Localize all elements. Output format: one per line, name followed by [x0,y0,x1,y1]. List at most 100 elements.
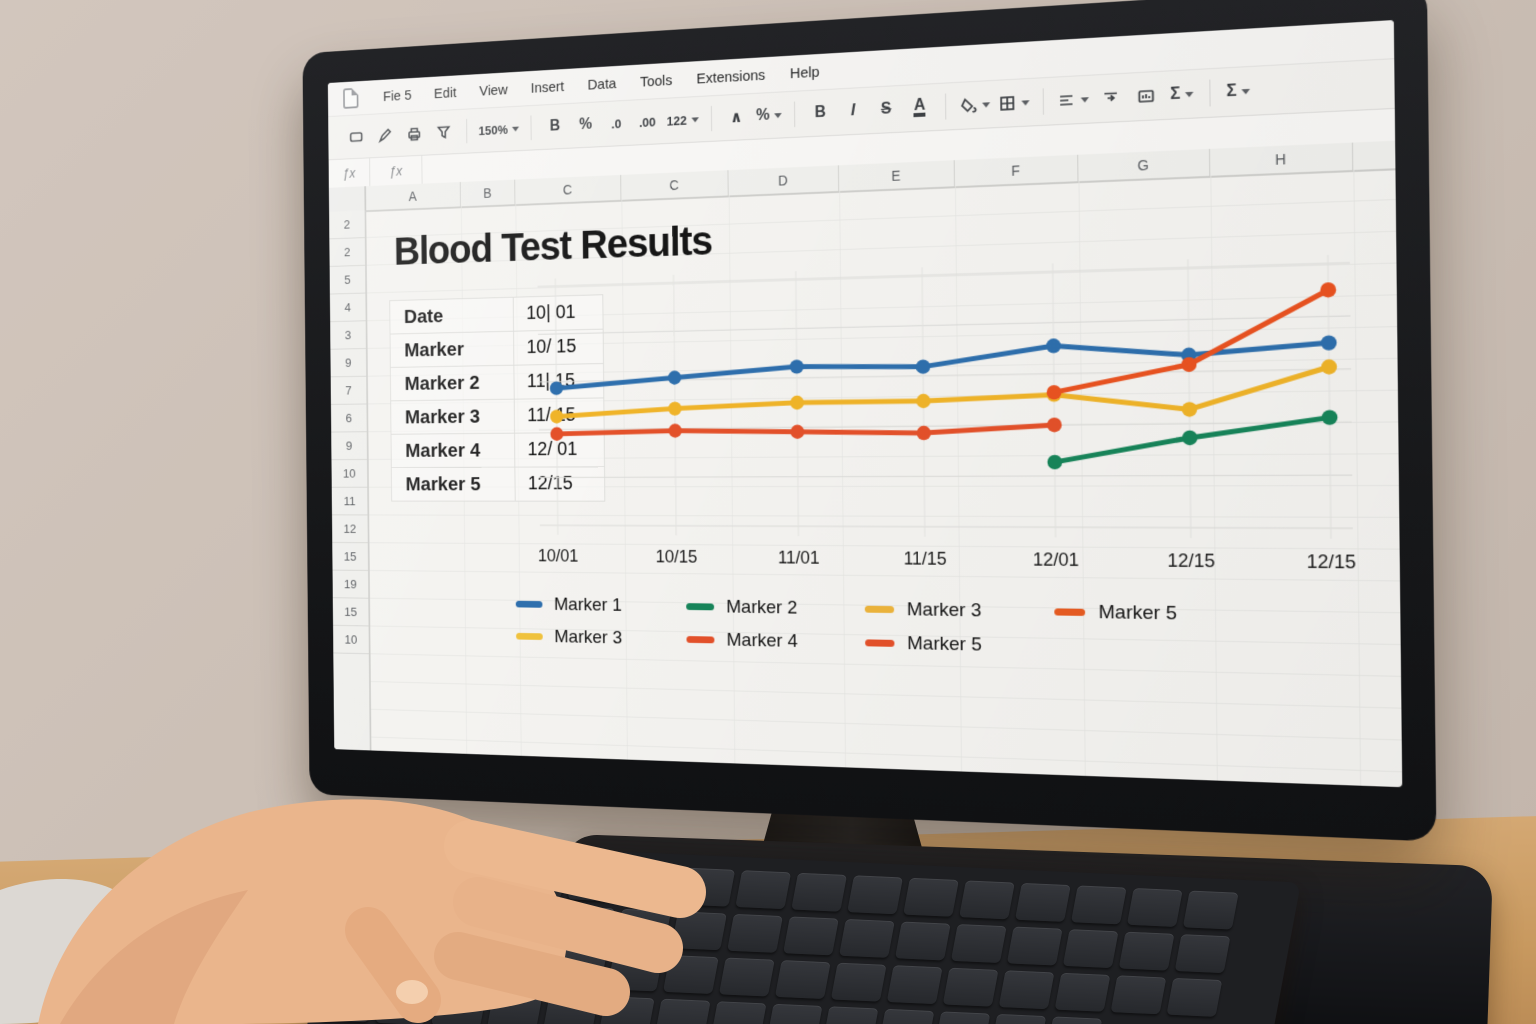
chevron-down-icon [691,117,698,122]
row-label-cell[interactable]: Date [390,297,514,334]
screen: Fie 5 Edit View Insert Data Tools Extens… [328,20,1402,787]
select-all-corner[interactable] [329,186,366,212]
legend-label: Marker 3 [554,626,622,648]
align-button[interactable] [1053,84,1093,117]
row-header[interactable]: 10 [331,460,367,488]
functions-button[interactable]: Σ [1164,78,1200,111]
pen-icon[interactable] [371,121,400,150]
legend-chip [686,636,714,643]
bold-button[interactable]: B [540,112,571,142]
embedded-chart[interactable]: 10/01 10/15 11/01 11/15 12/01 12/15 12/1… [537,252,1365,695]
x-tick-label: 10/01 [538,546,579,566]
legend-item: Marker 5 [1054,596,1264,631]
insert-chart-button[interactable] [1128,80,1164,113]
legend-chip [1054,608,1085,616]
menu-tools[interactable]: Tools [630,66,683,95]
chevron-down-icon [512,126,519,131]
row-label-cell[interactable]: Marker [390,331,514,367]
row-header[interactable]: 5 [330,266,366,295]
keyboard-key [959,880,1015,919]
decrease-decimal-button[interactable]: .0 [601,108,632,138]
row-header[interactable]: 2 [329,210,365,239]
toolbar-separator [1209,80,1210,107]
x-tick-label: 12/15 [1167,550,1215,572]
bold-button-2[interactable]: B [804,97,837,128]
format-percent-button[interactable]: % [570,110,601,140]
chevron-down-icon [1242,88,1251,94]
overview-icon[interactable] [342,122,371,151]
row-header[interactable]: 19 [333,571,369,599]
menu-insert[interactable]: Insert [521,73,574,102]
strikethrough-button[interactable]: S [869,94,903,125]
legend-chip [516,601,543,608]
keyboard-key [1062,929,1118,968]
legend-item: Marker 4 [686,624,865,658]
legend-item: Marker 1 [516,589,687,621]
keyboard-key [942,967,998,1006]
menu-view[interactable]: View [469,76,517,104]
borders-button[interactable] [994,87,1034,119]
row-header[interactable]: 7 [331,377,367,405]
keyboard-key [1015,882,1071,921]
italic-button[interactable]: I [836,96,869,127]
toolbar-separator [945,94,946,120]
row-header[interactable]: 12 [332,515,368,543]
fill-color-button[interactable] [955,89,994,121]
row-header[interactable]: 15 [332,543,368,571]
x-tick-label: 12/01 [1033,549,1079,571]
row-label-cell[interactable]: Marker 3 [391,399,515,434]
menu-file[interactable]: Fie 5 [374,82,422,110]
row-header[interactable]: 10 [333,626,369,654]
keyboard-key [990,1013,1046,1024]
row-header[interactable]: 15 [333,598,369,626]
row-label-cell[interactable]: Marker 5 [391,467,515,501]
menu-data[interactable]: Data [578,70,627,99]
legend-chip [865,606,894,613]
row-header[interactable]: 3 [330,321,366,349]
legend-item: Marker 2 [686,592,865,625]
column-header-b[interactable]: B [461,180,516,207]
menu-help[interactable]: Help [779,58,830,87]
keyboard-key [903,877,959,916]
caret-button[interactable]: ∧ [720,102,752,133]
sheet-grid[interactable]: Blood Test Results Date 10| 01 Marker 10/ … [366,168,1402,787]
row-header[interactable]: 9 [330,349,366,377]
keyboard-key [822,1006,878,1024]
functions-button-2[interactable]: Σ [1220,75,1257,108]
row-header[interactable]: 9 [331,432,367,460]
percent-menu-button[interactable]: % [752,100,786,131]
keyboard-key [1182,890,1238,929]
merge-cells-button[interactable] [1093,82,1129,114]
legend-label: Marker 4 [726,629,797,652]
row-label-cell[interactable]: Marker 2 [390,365,514,401]
x-tick-label: 10/15 [656,547,698,568]
row-header[interactable]: 11 [332,488,368,516]
increase-decimal-button[interactable]: .00 [632,107,664,137]
toolbar-separator [466,119,467,143]
row-header[interactable]: 2 [329,238,365,267]
legend-label: Marker 3 [907,599,982,622]
legend-label: Marker 2 [726,596,797,619]
zoom-select[interactable]: 150% [475,114,523,145]
legend-chip [865,639,894,647]
menu-edit[interactable]: Edit [424,79,466,107]
toolbar-separator [711,106,712,131]
row-label-cell[interactable]: Marker 4 [391,433,515,468]
sheet-title: Blood Test Results [394,217,712,274]
row-header[interactable]: 6 [331,404,367,432]
print-icon[interactable] [400,119,430,148]
font-size-select[interactable]: 122 [663,104,703,135]
keyboard-key [1054,972,1110,1011]
text-color-button[interactable]: A [903,92,937,124]
legend-label: Marker 5 [907,633,982,656]
x-tick-label: 11/01 [778,548,820,569]
legend-chip [686,603,714,610]
keyboard-key [1166,977,1222,1016]
menu-extensions[interactable]: Extensions [686,61,776,92]
keyboard-key [1046,1016,1102,1024]
row-header[interactable]: 4 [330,293,366,322]
keyboard-key [878,1008,934,1024]
paint-format-icon[interactable] [429,117,459,147]
keyboard-key [1126,887,1182,926]
x-tick-label: 12/15 [1306,551,1356,573]
